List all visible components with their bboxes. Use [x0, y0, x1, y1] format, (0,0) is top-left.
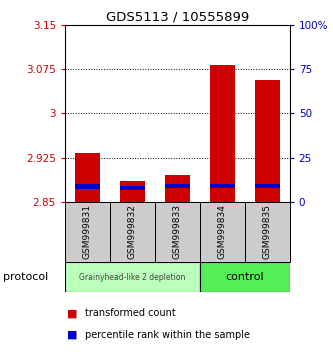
Text: GSM999835: GSM999835 [263, 204, 272, 259]
Bar [255, 184, 280, 188]
Bar [75, 153, 100, 202]
Text: ■: ■ [67, 330, 77, 339]
Text: protocol: protocol [3, 272, 49, 282]
Text: GSM999833: GSM999833 [173, 204, 182, 259]
Bar [200, 202, 245, 262]
Bar [120, 185, 145, 190]
Text: control: control [225, 272, 264, 282]
Text: GSM999834: GSM999834 [218, 204, 227, 259]
Bar [210, 184, 235, 188]
Bar [200, 262, 290, 292]
Bar [120, 181, 145, 202]
Bar [245, 202, 290, 262]
Bar [110, 202, 155, 262]
Bar [155, 202, 200, 262]
Text: GSM999832: GSM999832 [128, 204, 137, 259]
Bar [65, 262, 200, 292]
Text: GSM999831: GSM999831 [83, 204, 92, 259]
Text: ■: ■ [67, 308, 77, 318]
Text: percentile rank within the sample: percentile rank within the sample [85, 330, 250, 339]
Text: Grainyhead-like 2 depletion: Grainyhead-like 2 depletion [79, 273, 185, 281]
Title: GDS5113 / 10555899: GDS5113 / 10555899 [106, 11, 249, 24]
Text: transformed count: transformed count [85, 308, 176, 318]
Bar [210, 65, 235, 202]
Bar [165, 175, 190, 202]
Bar [75, 184, 100, 188]
Bar [165, 184, 190, 188]
Bar [65, 202, 110, 262]
Bar [255, 80, 280, 202]
